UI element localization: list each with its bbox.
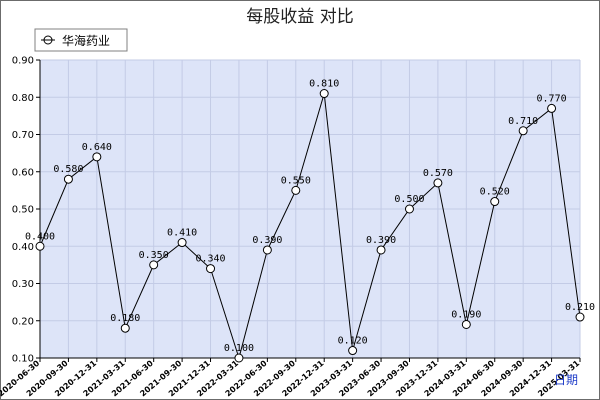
x-axis-label: 日期 bbox=[554, 373, 578, 387]
data-point-marker bbox=[120, 323, 130, 333]
data-label: 0.520 bbox=[480, 187, 510, 198]
data-point-marker bbox=[177, 238, 187, 248]
y-tick-label: 0.60 bbox=[12, 167, 34, 178]
data-point-marker bbox=[575, 312, 585, 322]
data-point-marker bbox=[291, 185, 301, 195]
data-point-marker bbox=[319, 89, 329, 99]
data-point-marker bbox=[547, 103, 557, 113]
y-tick-label: 0.80 bbox=[12, 93, 34, 104]
data-point-marker bbox=[35, 241, 45, 251]
data-point-marker bbox=[433, 178, 443, 188]
data-label: 0.100 bbox=[224, 343, 254, 354]
legend-label: 华海药业 bbox=[62, 33, 110, 48]
data-label: 0.550 bbox=[281, 175, 311, 186]
data-point-marker bbox=[262, 245, 272, 255]
legend-box bbox=[34, 28, 128, 52]
data-point-marker bbox=[92, 152, 102, 162]
data-label: 0.390 bbox=[252, 235, 282, 246]
data-point-marker bbox=[461, 319, 471, 329]
data-label: 0.410 bbox=[167, 228, 197, 239]
data-point-marker bbox=[518, 126, 528, 136]
data-label: 0.120 bbox=[338, 336, 368, 347]
data-label: 0.190 bbox=[451, 309, 481, 320]
grid-lines bbox=[39, 59, 581, 359]
y-tick-label: 0.10 bbox=[12, 354, 34, 365]
data-label: 0.400 bbox=[25, 231, 55, 242]
data-label: 0.810 bbox=[309, 79, 339, 90]
y-tick-label: 0.70 bbox=[12, 130, 34, 141]
y-tick-label: 0.40 bbox=[12, 242, 34, 253]
y-tick-label: 0.20 bbox=[12, 316, 34, 327]
data-label: 0.580 bbox=[53, 164, 83, 175]
data-point-marker bbox=[234, 353, 244, 363]
data-point-marker bbox=[376, 245, 386, 255]
data-label: 0.770 bbox=[537, 93, 567, 104]
series-line bbox=[39, 93, 581, 360]
data-label: 0.210 bbox=[565, 302, 595, 313]
y-tick-label: 0.30 bbox=[12, 279, 34, 290]
data-label: 0.640 bbox=[82, 142, 112, 153]
data-point-marker bbox=[404, 204, 414, 214]
series-huahai bbox=[35, 89, 585, 363]
data-point-marker bbox=[490, 197, 500, 207]
data-point-marker bbox=[63, 174, 73, 184]
data-label: 0.390 bbox=[366, 235, 396, 246]
data-label: 0.710 bbox=[508, 116, 538, 127]
data-point-marker bbox=[348, 346, 358, 356]
data-label: 0.350 bbox=[139, 250, 169, 261]
y-tick-label: 0.90 bbox=[12, 56, 34, 67]
data-label: 0.570 bbox=[423, 168, 453, 179]
legend: 华海药业 bbox=[34, 28, 128, 52]
data-label: 0.340 bbox=[195, 254, 225, 265]
data-point-marker bbox=[206, 264, 216, 274]
y-tick-label: 0.50 bbox=[12, 205, 34, 216]
chart-title: 每股收益 对比 bbox=[246, 7, 353, 27]
data-label: 0.500 bbox=[394, 194, 424, 205]
data-labels: 0.400 0.580 0.640 0.180 0.350 0.410 0.340 0.100… bbox=[25, 79, 595, 354]
data-point-marker bbox=[149, 260, 159, 270]
data-label: 0.180 bbox=[110, 313, 140, 324]
